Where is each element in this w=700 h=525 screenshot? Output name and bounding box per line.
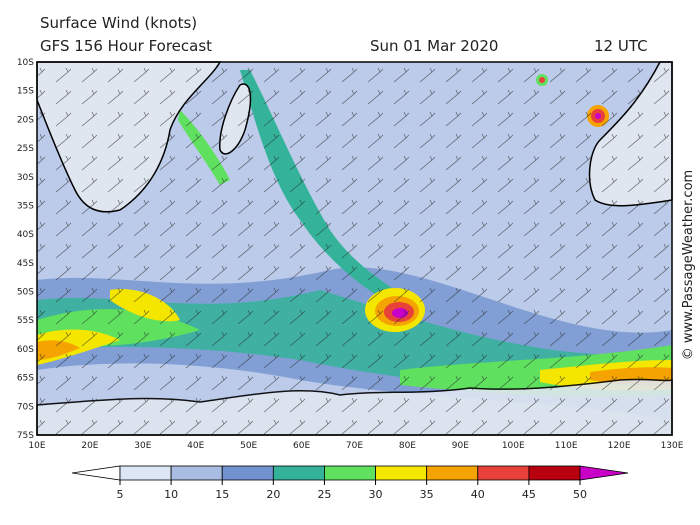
lat-label: 25S [17, 144, 34, 154]
subtitle: GFS 156 Hour Forecast [40, 37, 212, 55]
colorbar-swatch [528, 465, 581, 481]
colorbar-label: 30 [369, 488, 383, 501]
lon-label: 20E [81, 441, 98, 451]
colorbar: 5 10 15 20 25 30 35 40 45 50 [71, 465, 629, 501]
lon-label: 50E [240, 441, 257, 451]
lon-label: 90E [452, 441, 469, 451]
lat-label: 15S [17, 87, 34, 97]
colorbar-swatch [426, 465, 479, 481]
colorbar-swatch [477, 465, 530, 481]
lon-label: 70E [346, 441, 363, 451]
lat-label: 30S [17, 173, 34, 183]
lon-label: 30E [134, 441, 151, 451]
colorbar-label: 15 [215, 488, 229, 501]
credit: © www.PassageWeather.com [681, 170, 696, 360]
colorbar-label: 35 [420, 488, 434, 501]
colorbar-label: 5 [117, 488, 124, 501]
lon-label: 120E [608, 441, 631, 451]
colorbar-label: 45 [522, 488, 536, 501]
wind-barbs [37, 62, 672, 435]
lon-label: 60E [293, 441, 310, 451]
lat-label: 65S [17, 374, 34, 384]
lat-label: 35S [17, 201, 34, 211]
colorbar-swatch [170, 465, 223, 481]
colorbar-swatch [119, 465, 172, 481]
map-axes: 10S 15S 20S 25S 30S 35S 40S 45S 50S 55S 60S 65S 70S 7… [17, 58, 684, 451]
lon-label: 100E [502, 441, 525, 451]
lat-label: 20S [17, 115, 34, 125]
lat-label: 45S [17, 259, 34, 269]
lon-label: 110E [555, 441, 578, 451]
colorbar-swatch [221, 465, 274, 481]
lon-label: 40E [187, 441, 204, 451]
colorbar-swatch [324, 465, 376, 481]
lat-label: 50S [17, 288, 34, 298]
lat-label: 70S [17, 402, 34, 412]
colorbar-label: 50 [573, 488, 587, 501]
date: Sun 01 Mar 2020 [370, 37, 498, 55]
lat-label: 55S [17, 316, 34, 326]
time: 12 UTC [594, 37, 648, 55]
colorbar-swatch [375, 465, 428, 481]
map-frame [36, 61, 673, 436]
colorbar-label: 25 [317, 488, 331, 501]
colorbar-swatch [272, 465, 325, 481]
lat-label: 75S [17, 431, 34, 441]
colorbar-label: 40 [471, 488, 485, 501]
lat-label: 60S [17, 345, 34, 355]
lat-label: 10S [17, 58, 34, 68]
lon-label: 10E [28, 441, 45, 451]
lat-label: 40S [17, 230, 34, 240]
colorbar-swatch [71, 465, 121, 481]
colorbar-label: 10 [164, 488, 178, 501]
lon-label: 130E [661, 441, 684, 451]
map [36, 61, 673, 436]
title: Surface Wind (knots) [40, 14, 197, 32]
colorbar-label: 20 [266, 488, 280, 501]
lon-label: 80E [399, 441, 416, 451]
colorbar-swatch [579, 465, 629, 481]
